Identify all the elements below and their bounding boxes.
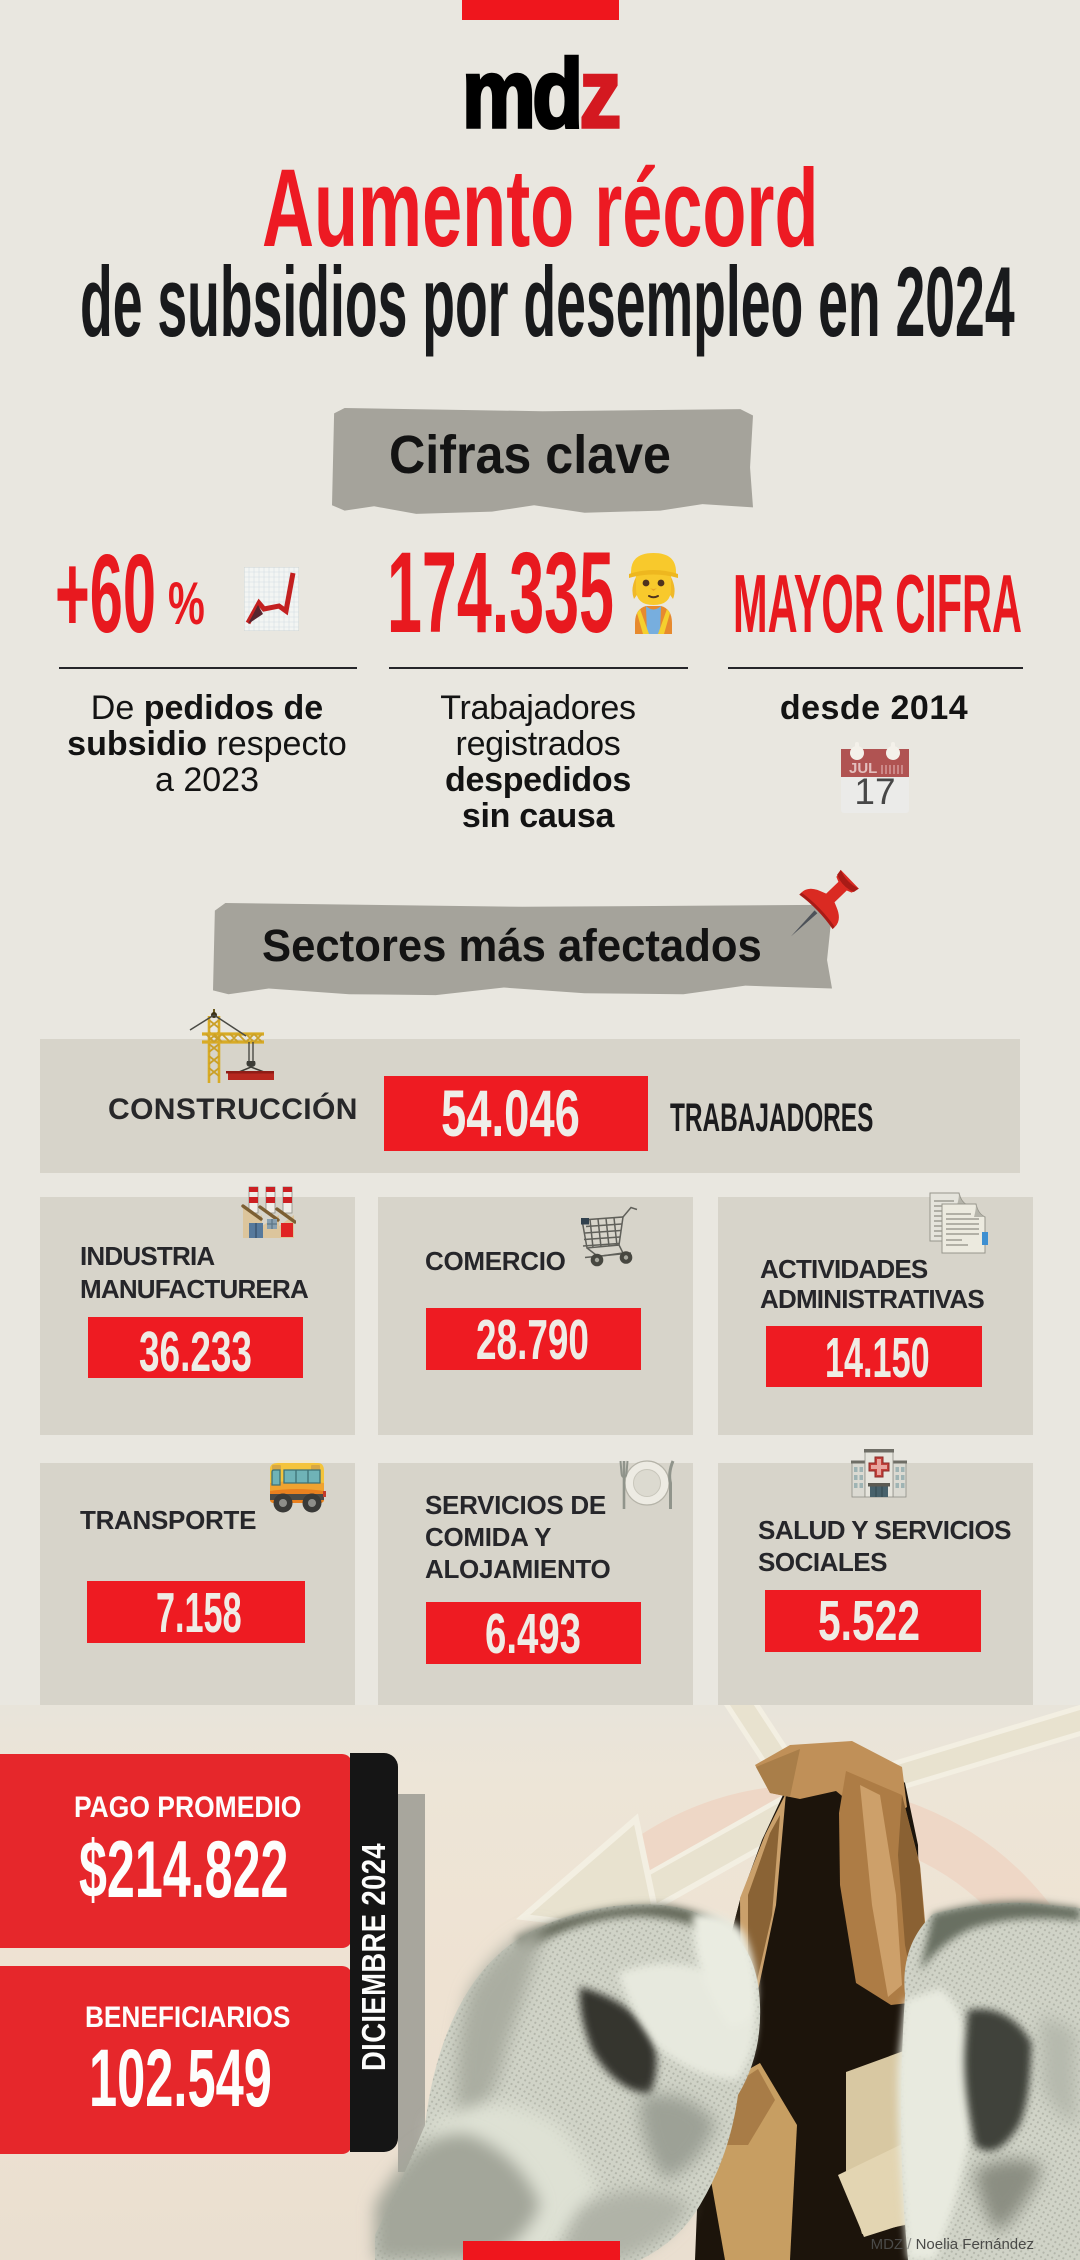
svg-text:JUL: JUL	[849, 760, 877, 777]
svg-text:17: 17	[854, 771, 895, 812]
